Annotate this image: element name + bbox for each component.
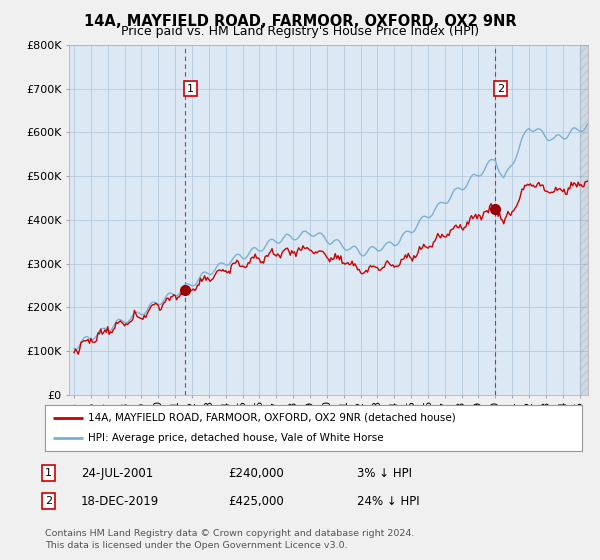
Text: 14A, MAYFIELD ROAD, FARMOOR, OXFORD, OX2 9NR (detached house): 14A, MAYFIELD ROAD, FARMOOR, OXFORD, OX2… xyxy=(88,413,456,423)
Text: 24-JUL-2001: 24-JUL-2001 xyxy=(81,466,153,480)
Text: 1: 1 xyxy=(187,83,194,94)
Text: 14A, MAYFIELD ROAD, FARMOOR, OXFORD, OX2 9NR: 14A, MAYFIELD ROAD, FARMOOR, OXFORD, OX2… xyxy=(83,14,517,29)
Text: Contains HM Land Registry data © Crown copyright and database right 2024.
This d: Contains HM Land Registry data © Crown c… xyxy=(45,529,415,550)
Text: 2: 2 xyxy=(497,83,505,94)
Text: Price paid vs. HM Land Registry's House Price Index (HPI): Price paid vs. HM Land Registry's House … xyxy=(121,25,479,38)
Text: 1: 1 xyxy=(45,468,52,478)
Text: £240,000: £240,000 xyxy=(228,466,284,480)
Text: £425,000: £425,000 xyxy=(228,494,284,508)
Text: HPI: Average price, detached house, Vale of White Horse: HPI: Average price, detached house, Vale… xyxy=(88,433,383,443)
Text: 18-DEC-2019: 18-DEC-2019 xyxy=(81,494,159,508)
Bar xyxy=(580,45,588,395)
Text: 24% ↓ HPI: 24% ↓ HPI xyxy=(357,494,419,508)
Text: 2: 2 xyxy=(45,496,52,506)
Text: 3% ↓ HPI: 3% ↓ HPI xyxy=(357,466,412,480)
